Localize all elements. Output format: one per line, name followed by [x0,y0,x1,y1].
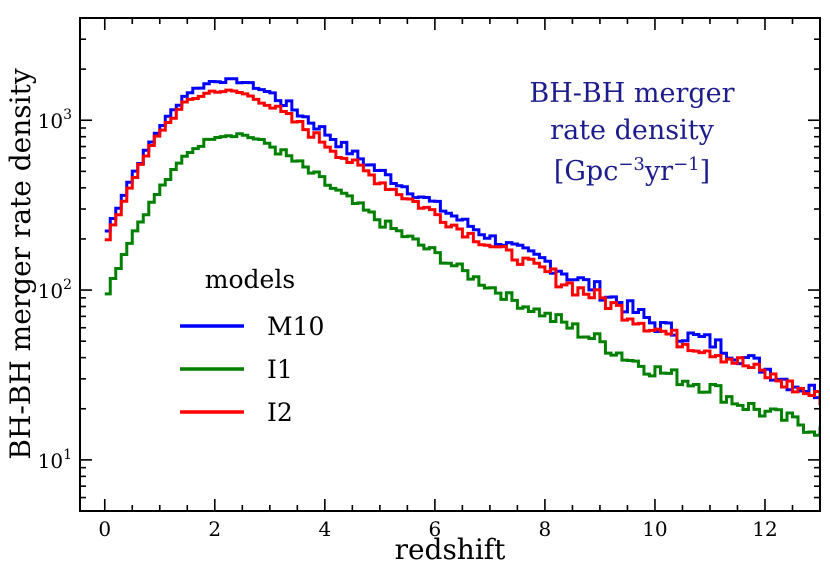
annotation-unit-exp2: −1 [673,154,700,175]
y-tick-label: 103 [38,107,72,133]
y-tick-labels: 101 102 103 [38,107,72,473]
annotation-unit-exp1: −3 [618,154,645,175]
annotation-unit-c: ] [700,156,711,187]
x-axis-label: redshift [395,533,507,566]
annotation-line-2: rate density [550,115,714,146]
annotation-line-1: BH-BH merger [529,78,734,109]
legend-label-i2: I2 [267,398,293,427]
y-tick-label: 102 [38,277,72,303]
series-layer [104,77,820,437]
x-tick-label: 0 [98,517,111,541]
legend: models M10 I1 I2 [180,265,324,427]
legend-label-m10: M10 [267,312,324,341]
x-tick-label: 8 [539,517,552,541]
legend-title: models [205,265,295,294]
x-tick-labels: 0 2 4 6 8 10 12 [98,517,777,541]
y-tick-label: 101 [38,447,72,473]
axis-ticks [80,17,821,512]
series-line-m10 [104,77,820,400]
legend-label-i1: I1 [267,355,293,384]
annotation-unit-b: yr [644,156,673,187]
x-tick-label: 2 [208,517,221,541]
y-axis-label: BH-BH merger rate density [4,68,37,460]
series-line-i2 [104,88,820,406]
x-tick-label: 10 [642,517,667,541]
x-tick-label: 6 [429,517,442,541]
annotation-line-3: [Gpc−3yr−1] [554,154,710,187]
x-tick-label: 12 [752,517,777,541]
annotation-unit-a: [Gpc [554,156,619,187]
plot-frame [79,17,821,512]
x-tick-label: 4 [318,517,331,541]
series-line-i1 [104,132,820,437]
annotation: BH-BH merger rate density [Gpc−3yr−1] [529,78,734,187]
